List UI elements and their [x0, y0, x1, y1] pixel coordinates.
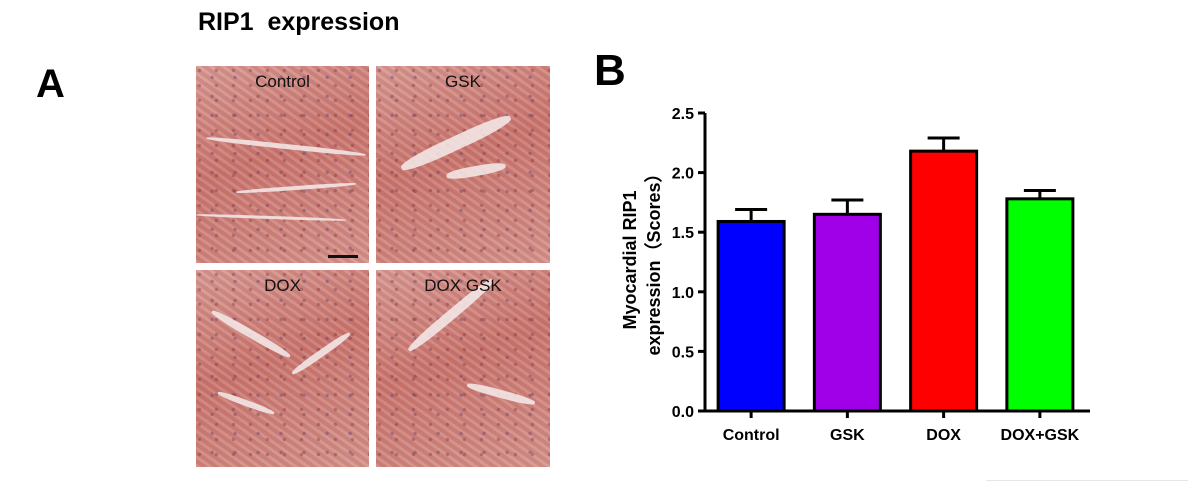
- bar-control: [716, 219, 786, 413]
- y-tick-label: 1.0: [672, 285, 694, 302]
- panel-b-letter: B: [594, 46, 626, 95]
- micrograph-label: Control: [255, 72, 310, 91]
- scale-bar: [328, 255, 358, 258]
- y-tick-label: 2.5: [672, 106, 694, 123]
- micrograph-label: GSK: [445, 72, 481, 91]
- y-axis-label-line-2: expression（Scores）: [644, 164, 664, 355]
- y-tick-label: 1.5: [672, 225, 694, 242]
- micrograph-label: DOX GSK: [424, 276, 502, 295]
- x-tick-label: Control: [723, 427, 780, 444]
- y-tick-label: 2.0: [672, 166, 694, 183]
- y-axis-label: Myocardial RIP1 expression（Scores）: [620, 164, 664, 355]
- micrograph-dox: DOX: [196, 270, 369, 467]
- y-tick-label: 0.5: [672, 344, 694, 361]
- x-tick-label: DOX: [926, 427, 961, 444]
- micrograph-gsk: GSK: [376, 66, 550, 263]
- bar-chart: Myocardial RIP1 expression（Scores） 0.0 0.…: [620, 106, 1090, 444]
- micrograph-control: Control: [196, 66, 369, 263]
- micrograph-dox-gsk: DOX GSK: [376, 270, 550, 467]
- micrograph-label: DOX: [264, 276, 301, 295]
- figure-title: RIP1 expression: [198, 8, 400, 36]
- x-tick-label: DOX+GSK: [1001, 427, 1080, 444]
- bar-gsk: [812, 212, 882, 413]
- x-tick-label: GSK: [830, 427, 865, 444]
- bar-dox: [909, 149, 979, 413]
- bar-dox-gsk: [1005, 197, 1075, 413]
- panel-a-letter: A: [36, 62, 65, 106]
- y-axis-label-line-1: Myocardial RIP1: [620, 190, 640, 329]
- divider: [986, 480, 1188, 481]
- y-tick-label: 0.0: [672, 404, 694, 421]
- micrograph-grid: Control GSK DOX DOX GSK: [196, 66, 550, 467]
